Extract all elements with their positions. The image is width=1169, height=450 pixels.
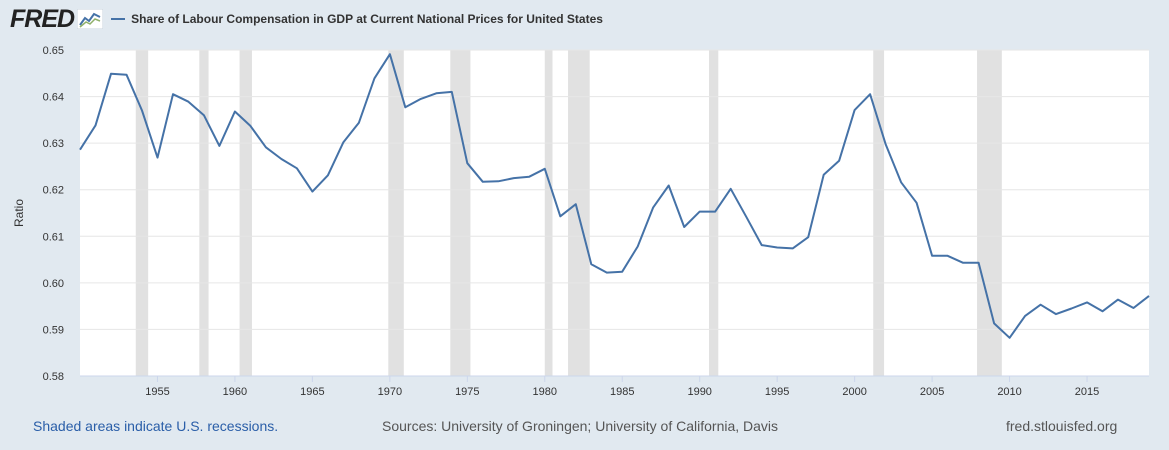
y-tick-label-6: 0.64 [43,92,64,104]
x-tick-label-3: 1970 [378,386,402,398]
grid-lines [80,49,1149,330]
recession-band-4 [450,50,471,376]
y-axis-title: Ratio [12,199,26,227]
x-tick-label-1: 1960 [223,386,247,398]
x-tick-label-9: 2000 [842,386,866,398]
y-tick-label-4: 0.62 [43,185,64,197]
y-tick-label-3: 0.61 [43,231,64,243]
x-tick-label-7: 1990 [687,386,711,398]
x-tick-label-8: 1995 [765,386,789,398]
x-tick-label-2: 1965 [300,386,324,398]
y-tick-label-5: 0.63 [43,138,64,150]
recession-band-0 [135,50,149,376]
x-tick-label-12: 2015 [1075,386,1099,398]
y-tick-label-2: 0.60 [43,278,64,290]
recession-band-5 [544,50,553,376]
legend-swatch [111,18,126,20]
recession-band-8 [873,50,885,376]
recession-band-9 [977,50,1002,376]
recession-band-3 [388,50,404,376]
chart-legend: Share of Labour Compensation in GDP at C… [111,12,603,26]
fred-logo[interactable]: FRED [10,4,75,33]
x-tick-label-6: 1985 [610,386,634,398]
recession-band-7 [709,50,719,376]
x-tick-label-5: 1980 [533,386,557,398]
x-tick-label-0: 1955 [145,386,169,398]
legend-label-series-0: Share of Labour Compensation in GDP at C… [131,12,603,26]
y-tick-label-0: 0.58 [43,371,64,383]
series-line-0[interactable] [79,53,1150,339]
recessions-note-link[interactable]: Shaded areas indicate U.S. recessions. [33,418,279,434]
series-lines [79,53,1150,339]
recession-band-2 [239,50,252,376]
x-tick-label-4: 1975 [455,386,479,398]
y-tick-label-1: 0.59 [43,324,64,336]
site-link[interactable]: fred.stlouisfed.org [1006,418,1118,434]
chart-line-icon [77,9,104,29]
sources-text: Sources: University of Groningen; Univer… [382,418,779,434]
plot-area [80,50,1149,376]
recession-bands [135,50,1002,376]
y-tick-label-7: 0.65 [43,45,64,57]
header: FRED Share of Labour Compensation in GDP… [10,4,603,33]
recession-band-1 [199,50,209,376]
x-tick-label-10: 2005 [920,386,944,398]
axes: 0.58 0.59 0.60 0.61 0.62 0.63 0.64 0.65 1955 1960… [43,45,1149,398]
x-tick-label-11: 2010 [997,386,1021,398]
